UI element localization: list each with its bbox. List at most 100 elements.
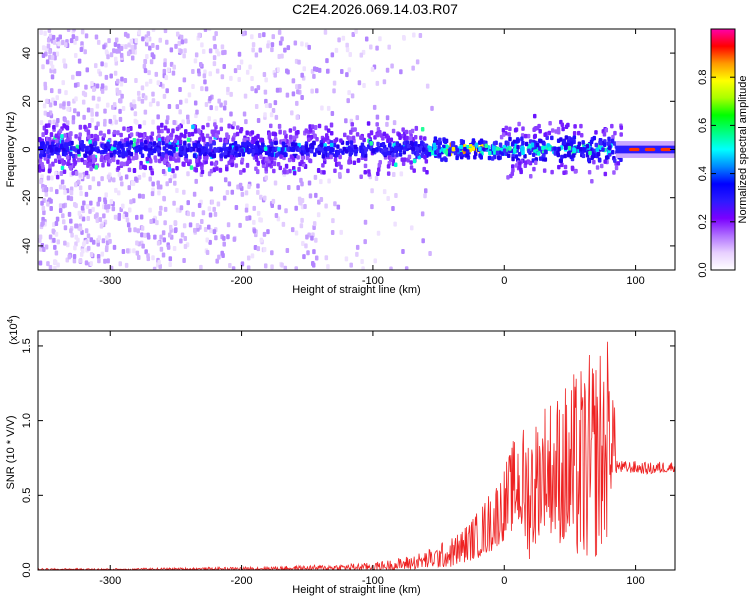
- spectral-cell: [428, 250, 432, 256]
- spectral-cell: [54, 231, 59, 237]
- spectral-cell: [312, 249, 316, 255]
- spectral-cell: [51, 228, 56, 234]
- spectral-cell: [389, 146, 393, 152]
- spectral-cell: [180, 232, 185, 238]
- spectral-cell: [218, 137, 223, 143]
- spectral-cell: [604, 128, 608, 133]
- spectral-cell: [64, 142, 68, 147]
- spectral-cell: [178, 99, 183, 105]
- spectral-cell: [274, 114, 279, 120]
- spectral-cell: [289, 154, 294, 159]
- spectral-cell: [321, 154, 326, 159]
- spectral-cell: [206, 122, 210, 128]
- spectral-cell: [167, 163, 172, 169]
- spectral-cell: [197, 32, 201, 38]
- spectral-cell: [374, 175, 379, 181]
- spectral-cell: [81, 99, 86, 105]
- spectral-cell: [112, 114, 117, 120]
- spectral-cell: [444, 150, 448, 155]
- spectral-cell: [438, 152, 442, 158]
- spectral-cell: [123, 31, 128, 37]
- spectral-cell: [220, 44, 225, 50]
- spectral-cell: [579, 132, 584, 138]
- spectral-cell: [290, 227, 295, 233]
- spectral-cell: [120, 161, 124, 166]
- spectral-cell: [330, 230, 335, 236]
- spectral-cell: [173, 228, 178, 234]
- spectral-cell: [66, 106, 70, 112]
- spectral-cell: [66, 161, 70, 167]
- spectral-cell: [277, 29, 282, 35]
- spectral-cell: [106, 204, 111, 210]
- spectral-cell: [106, 102, 110, 108]
- spectral-cell: [207, 224, 211, 230]
- spectral-cell: [444, 157, 448, 163]
- spectral-cell: [104, 85, 108, 91]
- spectral-cell: [132, 103, 137, 109]
- spectral-cell: [175, 31, 180, 37]
- spectral-cell: [130, 55, 135, 61]
- spectral-cell: [250, 144, 254, 149]
- spectral-cell: [398, 152, 403, 157]
- spectral-cell: [174, 43, 178, 49]
- spectral-cell: [74, 52, 78, 58]
- spectral-cell: [156, 114, 160, 120]
- spectral-cell: [73, 39, 77, 45]
- spectral-cell: [302, 150, 307, 155]
- spectral-cell: [355, 251, 359, 257]
- spectral-cell: [241, 31, 246, 37]
- spectral-cell: [425, 83, 430, 89]
- spectral-cell: [210, 199, 215, 205]
- spectral-cell: [203, 29, 208, 32]
- spectral-cell: [466, 149, 470, 154]
- spectral-cell: [171, 70, 176, 76]
- spectral-cell: [156, 101, 160, 107]
- spectral-cell: [134, 176, 138, 182]
- spectral-cell: [121, 106, 126, 112]
- spectral-cell: [361, 266, 365, 270]
- spectral-cell: [242, 137, 247, 143]
- spectral-cell: [349, 147, 353, 153]
- spectral-cell: [76, 157, 81, 163]
- spectral-cell: [126, 51, 131, 57]
- spectral-cell: [405, 135, 409, 141]
- spectral-cell: [113, 149, 117, 155]
- spectral-cell: [266, 43, 270, 49]
- spectral-cell: [41, 132, 45, 138]
- spectral-cell: [290, 142, 295, 147]
- spectral-cell: [263, 112, 267, 118]
- spectral-cell: [393, 148, 397, 153]
- spectral-cell: [162, 237, 167, 243]
- spectral-cell: [327, 178, 331, 184]
- spectral-cell: [129, 38, 134, 44]
- spectral-cell: [290, 147, 295, 152]
- spectral-cell: [52, 68, 57, 74]
- spectral-cell: [97, 235, 102, 241]
- spectral-cell: [148, 165, 153, 171]
- spectral-cell: [108, 238, 112, 244]
- spectral-cell: [329, 142, 334, 148]
- spectral-cell: [115, 48, 119, 54]
- spectral-cell: [187, 92, 192, 98]
- spectral-cell: [86, 107, 91, 113]
- spectral-cell: [183, 236, 188, 242]
- spectral-cell: [76, 111, 81, 117]
- spectral-cell: [158, 210, 162, 216]
- spectral-cell: [422, 166, 426, 172]
- spectral-cell: [527, 148, 531, 154]
- spectral-cell: [348, 152, 353, 157]
- spectral-cell: [137, 193, 142, 199]
- spectral-cell: [50, 74, 55, 80]
- spectral-cell: [254, 52, 259, 58]
- spectral-cell: [167, 167, 172, 172]
- spectral-cell: [88, 139, 92, 145]
- spectral-cell: [55, 174, 60, 180]
- spectral-cell: [56, 239, 61, 245]
- spectral-cell: [140, 232, 144, 238]
- spectral-cell: [69, 218, 73, 224]
- spectral-cell: [59, 171, 64, 177]
- spectral-cell: [323, 137, 327, 142]
- bottom-x-tick-label: 100: [626, 575, 644, 587]
- spectral-cell: [136, 90, 141, 96]
- spectral-cell: [520, 136, 524, 142]
